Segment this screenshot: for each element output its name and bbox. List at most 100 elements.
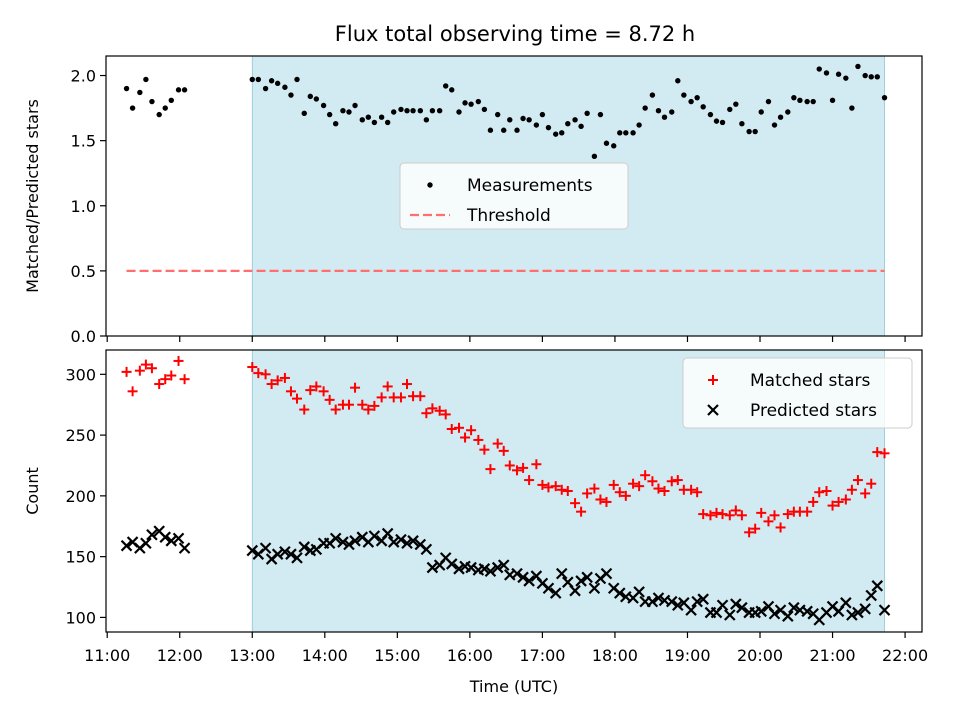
predicted-stars-point [788, 601, 800, 614]
measurement-point [533, 122, 540, 128]
measurement-point [507, 117, 513, 123]
legend-label: Matched stars [750, 371, 870, 391]
matched-stars-point [292, 393, 303, 404]
matched-stars-point [121, 366, 132, 377]
measurement-point [675, 78, 681, 84]
predicted-stars-point [865, 589, 878, 602]
measurement-point [810, 98, 816, 105]
matched-stars-point [840, 494, 851, 505]
bottom-panel: 100 150 200 250 300 11:00 12:00 13:00 14:00 15:00… [23, 349, 928, 696]
matched-stars-point [395, 392, 406, 403]
y-tick-label: 250 [65, 426, 96, 445]
predicted-stars-point [401, 537, 413, 550]
matched-stars-point [324, 394, 335, 405]
predicted-stars-point [730, 598, 742, 610]
y-tick-label: 1.5 [71, 132, 96, 151]
predicted-stars-point [497, 559, 510, 571]
predicted-stars-point [146, 528, 158, 541]
predicted-stars-point [298, 541, 311, 553]
matched-stars-point [311, 381, 322, 392]
measurement-point [294, 76, 300, 83]
measurement-point [765, 98, 772, 105]
measurement-point [526, 117, 532, 123]
measurement-point [288, 92, 294, 98]
measurement-point [398, 106, 404, 113]
predicted-stars-point [878, 604, 891, 616]
matched-stars-point [562, 486, 573, 496]
matched-stars-point [570, 498, 581, 509]
measurement-point [391, 109, 397, 115]
predicted-stars-point [381, 527, 394, 540]
matched-stars-point [357, 399, 368, 410]
predicted-stars-point [426, 561, 439, 574]
matched-stars-point [427, 403, 438, 414]
predicted-stars-point [665, 595, 678, 608]
predicted-stars-point [871, 580, 884, 592]
measurement-point [123, 85, 130, 92]
measurement-point [655, 107, 662, 114]
predicted-stars-point [542, 582, 555, 595]
measurement-point [301, 110, 307, 117]
matched-stars-point [512, 465, 523, 476]
matched-stars-point [744, 527, 755, 538]
measurement-point [713, 118, 720, 124]
matched-stars-point [628, 478, 639, 489]
measurement-point [359, 117, 365, 123]
predicted-stars-point [549, 587, 562, 599]
measurement-point [326, 111, 333, 118]
y-tick-label: 100 [65, 608, 96, 627]
predicted-stars-point [840, 597, 852, 609]
predicted-stars-point [511, 567, 523, 580]
measurement-point [785, 109, 791, 115]
bottom-panel-ylabel: Count [23, 467, 42, 515]
matched-stars-point [634, 481, 645, 492]
matched-stars-point [827, 500, 838, 511]
measurement-point [862, 72, 868, 79]
matched-stars-point [601, 496, 612, 507]
matched-stars-point [479, 444, 490, 455]
measurement-point [649, 92, 656, 98]
matched-stars-point [299, 404, 310, 415]
predicted-stars-point [395, 533, 407, 546]
matched-stars-point [518, 462, 529, 473]
matched-stars-point [466, 425, 477, 436]
measurement-point [149, 98, 155, 105]
measurement-point [143, 76, 149, 83]
measurement-point [700, 104, 706, 110]
matched-stars-point [382, 381, 393, 392]
predicted-stars-point [846, 609, 858, 621]
measurement-point [843, 75, 849, 81]
measurement-point [559, 130, 565, 136]
predicted-stars-point [768, 607, 781, 620]
predicted-stars-point [633, 586, 645, 598]
top-panel-legend: Measurements Threshold [399, 162, 629, 230]
predicted-stars-point [178, 542, 191, 554]
predicted-stars-point [337, 536, 349, 548]
measurement-point [829, 97, 836, 103]
matched-stars-point [821, 486, 832, 496]
predicted-stars-point [652, 592, 665, 604]
matched-stars-point [343, 399, 354, 410]
matched-stars-point [376, 392, 387, 403]
measurement-point [636, 122, 642, 128]
measurement-point [611, 143, 617, 149]
measurement-point [752, 128, 758, 135]
predicted-stars-point [368, 530, 381, 542]
matched-stars-point [440, 409, 451, 420]
matched-stars-point [350, 382, 361, 393]
matched-stars-point [166, 370, 177, 381]
predicted-stars-point [159, 531, 172, 543]
measurement-point [307, 93, 314, 100]
matched-stars-point [736, 510, 747, 521]
measurement-point [320, 102, 327, 109]
measurement-point [520, 115, 526, 122]
matched-stars-point [402, 379, 413, 390]
measurement-point [168, 97, 174, 103]
matched-stars-point [756, 507, 767, 518]
measurement-point [313, 96, 320, 102]
measurement-point [739, 121, 745, 127]
matched-stars-point [640, 470, 651, 481]
predicted-stars-point [646, 595, 659, 608]
predicted-stars-point [484, 565, 497, 578]
measurement-point [694, 94, 700, 101]
